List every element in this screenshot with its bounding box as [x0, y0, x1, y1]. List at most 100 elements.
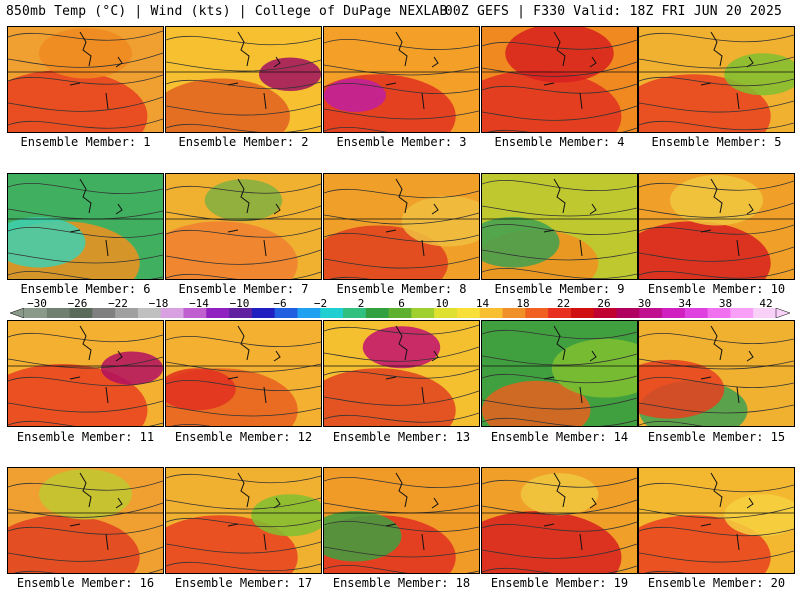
colorbar-cell: [251, 308, 276, 318]
temperature-field: [639, 174, 794, 279]
colorbar-cell: [115, 308, 139, 318]
map-panel: [638, 467, 795, 574]
colorbar-cell: [479, 308, 504, 318]
temperature-field: [166, 27, 321, 132]
temperature-field: [324, 468, 479, 573]
colorbar-cell: [570, 308, 595, 318]
panel-label: Ensemble Member: 9: [494, 282, 625, 296]
colorbar-cell: [753, 308, 777, 318]
temperature-field: [166, 321, 321, 426]
panel-label: Ensemble Member: 15: [647, 430, 786, 444]
map-panel: [481, 26, 638, 133]
colorbar-tick-label: 6: [398, 297, 405, 310]
colorbar-cell: [548, 308, 572, 318]
map-panel: [165, 467, 322, 574]
map-panel: [481, 173, 638, 280]
colorbar-tick-label: −2: [313, 297, 328, 310]
colorbar-cell: [593, 308, 617, 318]
panel-label: Ensemble Member: 8: [336, 282, 467, 296]
map-panel: [7, 320, 164, 427]
colorbar-tick-label: 14: [475, 297, 490, 310]
map-title: 850mb Temp (°C) | Wind (kts) | College o…: [6, 4, 448, 19]
colorbar-tick-label: 30: [637, 297, 652, 310]
colorbar-cell: [639, 308, 663, 318]
panel-label: Ensemble Member: 5: [651, 135, 782, 149]
colorbar-cell: [24, 308, 48, 318]
colorbar-cell: [730, 308, 754, 318]
temperature-field: [324, 174, 479, 279]
run-info: 00Z GEFS | F330 Valid: 18Z FRI JUN 20 20…: [444, 4, 782, 19]
temperature-field: [482, 468, 637, 573]
temperature-field: [166, 468, 321, 573]
colorbar-tick-label: 2: [357, 297, 365, 310]
colorbar-cell: [183, 308, 207, 318]
map-panel: [7, 173, 164, 280]
colorbar-cell: [662, 308, 686, 318]
colorbar-tick-label: −14: [189, 297, 209, 310]
colorbar-tick-label: −18: [148, 297, 169, 310]
temperature-field: [8, 174, 163, 279]
colorbar-cell: [434, 308, 458, 318]
map-panel: [323, 173, 480, 280]
colorbar-tick-label: 26: [597, 297, 611, 310]
panel-label: Ensemble Member: 14: [490, 430, 629, 444]
colorbar-tick-label: 42: [759, 297, 773, 310]
colorbar-cell: [525, 308, 549, 318]
panel-label: Ensemble Member: 1: [20, 135, 151, 149]
temperature-field: [639, 27, 794, 132]
colorbar-cell: [320, 308, 344, 318]
colorbar-cell: [160, 308, 185, 318]
panel-label: Ensemble Member: 4: [494, 135, 625, 149]
panel-label: Ensemble Member: 20: [647, 576, 786, 590]
map-panel: [165, 26, 322, 133]
colorbar-cell: [274, 308, 298, 318]
colorbar-tick-label: −22: [108, 297, 128, 310]
temperature-field: [482, 174, 637, 279]
colorbar-cell: [365, 308, 390, 318]
panel-label: Ensemble Member: 18: [332, 576, 471, 590]
panel-label: Ensemble Member: 19: [490, 576, 629, 590]
temperature-field: [482, 321, 637, 426]
map-panel: [638, 26, 795, 133]
temperature-field: [8, 27, 163, 132]
map-panel: [323, 320, 480, 427]
colorbar-tick-label: −30: [27, 297, 47, 310]
colorbar-tick-label: −26: [67, 297, 88, 310]
temperature-field: [639, 468, 794, 573]
colorbar-cell: [137, 308, 162, 318]
temperature-field: [482, 27, 637, 132]
colorbar-tick-label: 22: [556, 297, 571, 310]
colorbar-high-arrow: [775, 308, 790, 318]
colorbar-tick-label: 10: [435, 297, 449, 310]
temperature-field: [324, 321, 479, 426]
map-panel: [323, 467, 480, 574]
map-panel: [638, 173, 795, 280]
map-panel: [165, 173, 322, 280]
temperature-field: [639, 321, 794, 426]
panel-label: Ensemble Member: 3: [336, 135, 467, 149]
colorbar-low-arrow: [10, 308, 25, 318]
panel-label: Ensemble Member: 17: [174, 576, 313, 590]
colorbar-cell: [343, 308, 367, 318]
map-panel: [165, 320, 322, 427]
colorbar-cell: [502, 308, 526, 318]
colorbar-cell: [92, 308, 116, 318]
panel-label: Ensemble Member: 6: [20, 282, 151, 296]
colorbar-tick-label: −10: [229, 297, 250, 310]
map-panel: [7, 467, 164, 574]
temperature-field: [8, 468, 163, 573]
temperature-field: [166, 174, 321, 279]
temperature-field: [8, 321, 163, 426]
colorbar-cell: [388, 308, 412, 318]
colorbar-cell: [456, 308, 481, 318]
temperature-field: [324, 27, 479, 132]
panel-label: Ensemble Member: 11: [16, 430, 155, 444]
panel-label: Ensemble Member: 2: [178, 135, 309, 149]
panel-label: Ensemble Member: 12: [174, 430, 313, 444]
colorbar-cell: [229, 308, 253, 318]
colorbar-cell: [46, 308, 71, 318]
colorbar-cell: [206, 308, 230, 318]
colorbar-tick-label: 38: [718, 297, 733, 310]
colorbar-tick-label: 34: [678, 297, 692, 310]
colorbar-tick-label: −6: [273, 297, 287, 310]
